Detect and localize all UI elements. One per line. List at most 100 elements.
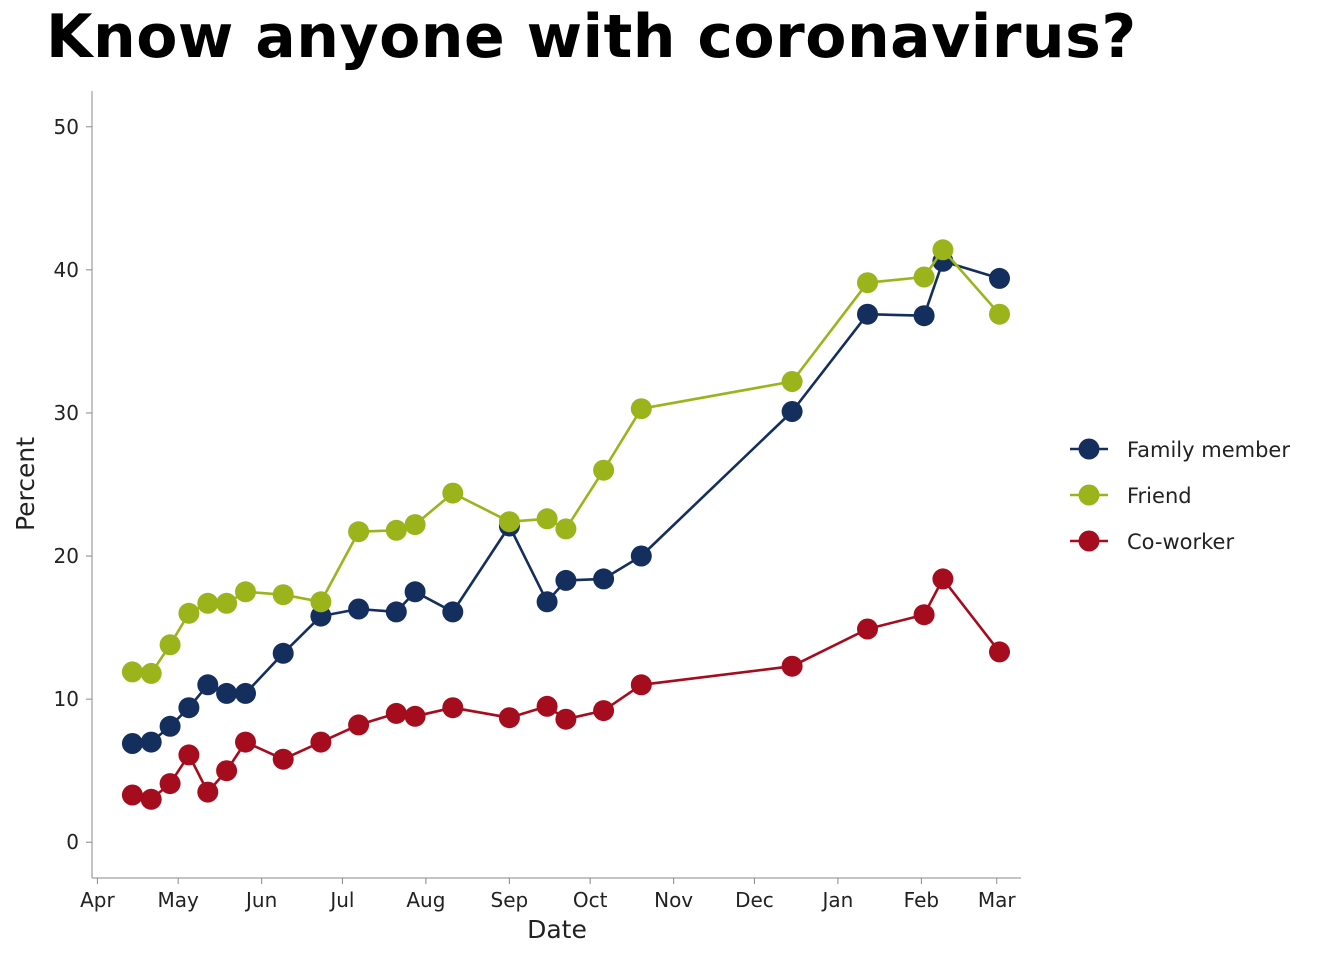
legend-marker bbox=[1078, 438, 1100, 460]
data-point-friend bbox=[989, 303, 1010, 325]
x-tick-label: May bbox=[157, 888, 199, 912]
y-tick-label: 10 bbox=[54, 687, 79, 711]
data-point-friend bbox=[781, 371, 803, 392]
y-tick-label: 20 bbox=[54, 544, 79, 568]
data-point-friend bbox=[216, 592, 238, 614]
data-point-family-member bbox=[272, 642, 294, 664]
legend-item-family-member: Family member bbox=[1070, 438, 1290, 462]
data-point-co-worker bbox=[989, 641, 1010, 663]
data-point-friend bbox=[197, 592, 219, 614]
data-point-friend bbox=[536, 508, 558, 530]
y-tick-label: 30 bbox=[54, 401, 79, 425]
data-point-family-member bbox=[555, 569, 577, 591]
y-axis-title: Percent bbox=[11, 437, 40, 531]
data-point-friend bbox=[272, 584, 294, 606]
series-family-member bbox=[121, 250, 1010, 754]
x-tick-label: Sep bbox=[491, 888, 529, 912]
legend-marker bbox=[1078, 484, 1100, 506]
data-point-co-worker bbox=[140, 788, 162, 810]
axes: 0 10 20 30 40 50 Apr May Jun Jul Aug Sep Oct Nov Dec Ja… bbox=[54, 91, 1021, 912]
data-point-friend bbox=[348, 521, 370, 543]
data-point-family-member bbox=[857, 303, 878, 325]
data-point-family-member bbox=[442, 601, 464, 623]
data-point-family-member bbox=[178, 697, 200, 719]
data-point-friend bbox=[593, 459, 615, 481]
data-point-friend bbox=[442, 482, 464, 504]
data-point-family-member bbox=[630, 545, 652, 567]
data-point-friend bbox=[404, 514, 426, 536]
legend-item-friend: Friend bbox=[1070, 484, 1192, 508]
series-line-family-member bbox=[132, 259, 1000, 745]
data-point-co-worker bbox=[442, 697, 464, 719]
data-point-friend bbox=[630, 398, 652, 420]
chart-title: Know anyone with coronavirus? bbox=[46, 2, 1137, 72]
data-point-friend bbox=[932, 239, 954, 261]
data-point-friend bbox=[235, 581, 256, 603]
data-point-family-member bbox=[197, 674, 219, 696]
data-point-co-worker bbox=[781, 655, 803, 677]
legend-marker bbox=[1078, 530, 1100, 552]
data-point-family-member bbox=[159, 715, 181, 737]
series-line-co-worker bbox=[132, 577, 1001, 801]
data-point-family-member bbox=[348, 598, 370, 620]
data-point-co-worker bbox=[310, 731, 332, 753]
legend-label: Friend bbox=[1127, 484, 1192, 508]
data-point-friend bbox=[178, 602, 200, 624]
data-point-friend bbox=[385, 519, 407, 541]
data-point-friend bbox=[555, 518, 577, 540]
data-point-co-worker bbox=[385, 702, 407, 724]
series-layer bbox=[121, 239, 1010, 810]
x-tick-label: Feb bbox=[904, 888, 939, 912]
data-point-family-member bbox=[235, 682, 256, 704]
data-point-co-worker bbox=[197, 781, 219, 803]
data-point-co-worker bbox=[913, 604, 935, 626]
x-tick-label: Oct bbox=[573, 888, 608, 912]
data-point-co-worker bbox=[498, 707, 520, 729]
data-point-co-worker bbox=[216, 760, 238, 782]
data-point-co-worker bbox=[932, 568, 954, 590]
data-point-family-member bbox=[781, 401, 803, 422]
data-point-family-member bbox=[216, 682, 238, 704]
x-tick-label: Aug bbox=[406, 888, 445, 912]
legend-label: Co-worker bbox=[1127, 530, 1234, 554]
x-tick-label: Dec bbox=[735, 888, 774, 912]
x-tick-label: Nov bbox=[654, 888, 693, 912]
x-tick-label: Jul bbox=[328, 888, 354, 912]
y-tick-label: 0 bbox=[66, 830, 79, 854]
series-co-worker bbox=[121, 568, 1010, 810]
data-point-co-worker bbox=[272, 748, 294, 770]
data-point-family-member bbox=[140, 731, 162, 753]
data-point-family-member bbox=[913, 305, 935, 327]
data-point-co-worker bbox=[235, 731, 256, 753]
data-point-co-worker bbox=[159, 773, 181, 795]
legend: Family member Friend Co-worker bbox=[1070, 438, 1290, 554]
data-point-friend bbox=[159, 634, 181, 656]
data-point-friend bbox=[121, 661, 143, 683]
data-point-co-worker bbox=[593, 700, 615, 722]
legend-label: Family member bbox=[1127, 438, 1290, 462]
data-point-friend bbox=[498, 511, 520, 533]
y-tick-label: 50 bbox=[54, 115, 79, 139]
data-point-co-worker bbox=[857, 618, 878, 640]
data-point-co-worker bbox=[404, 705, 426, 727]
data-point-co-worker bbox=[536, 695, 558, 717]
data-point-friend bbox=[140, 662, 162, 684]
data-point-friend bbox=[857, 272, 878, 294]
y-tick-label: 40 bbox=[54, 258, 79, 282]
data-point-family-member bbox=[404, 581, 426, 603]
legend-item-co-worker: Co-worker bbox=[1070, 530, 1234, 554]
data-point-friend bbox=[310, 591, 332, 613]
data-point-family-member bbox=[593, 568, 615, 590]
series-friend bbox=[121, 239, 1010, 684]
data-point-family-member bbox=[989, 267, 1010, 289]
x-tick-label: Jun bbox=[244, 888, 277, 912]
data-point-friend bbox=[913, 266, 935, 288]
data-point-family-member bbox=[385, 601, 407, 623]
x-axis-title: Date bbox=[527, 915, 587, 944]
data-point-co-worker bbox=[630, 674, 652, 696]
data-point-family-member bbox=[121, 733, 143, 754]
data-point-family-member bbox=[536, 591, 558, 613]
data-point-co-worker bbox=[121, 784, 143, 806]
x-tick-label: Jan bbox=[820, 888, 853, 912]
x-tick-label: Apr bbox=[80, 888, 115, 912]
